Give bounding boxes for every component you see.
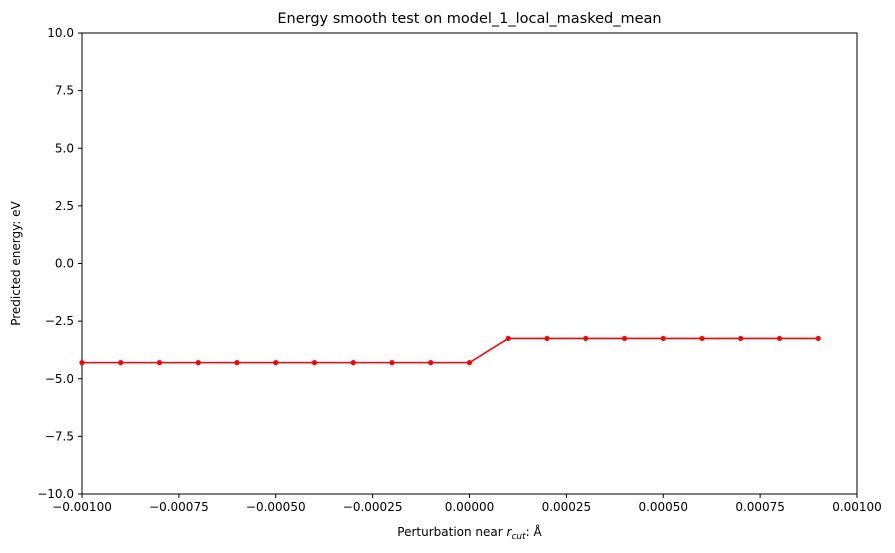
- data-point: [389, 360, 395, 366]
- data-point: [273, 360, 279, 366]
- y-axis: −10.0 −7.5 −5.0 −2.5 0.0 2.5 5.0 7.5 10.0: [37, 26, 82, 501]
- x-tick-label: 0.00075: [735, 500, 785, 514]
- series-line: [82, 337, 819, 364]
- data-point: [699, 335, 705, 342]
- x-axis-label: Perturbation near rcut: Å: [397, 524, 542, 542]
- data-point: [234, 360, 240, 366]
- x-tick-label: −0.00025: [343, 500, 403, 514]
- x-tick-label: −0.00050: [246, 500, 306, 514]
- data-point: [428, 360, 434, 366]
- y-tick-label: −2.5: [45, 314, 74, 328]
- data-point: [544, 335, 550, 342]
- data-point: [505, 335, 511, 342]
- x-axis-label-sub: cut: [511, 532, 526, 542]
- data-point: [156, 360, 163, 366]
- data-point: [738, 335, 744, 342]
- x-tick-label: −0.00100: [52, 500, 112, 514]
- x-tick-label: 0.00100: [832, 500, 882, 514]
- plot-frame: [81, 32, 858, 495]
- chart-title: Energy smooth test on model_1_local_mask…: [277, 11, 661, 27]
- y-tick-label: 10.0: [47, 26, 74, 40]
- series-layer: [79, 335, 821, 366]
- x-axis-label-var: r: [507, 525, 513, 539]
- x-tick-label: 0.00025: [542, 500, 592, 514]
- data-point: [118, 360, 124, 366]
- data-point: [311, 360, 318, 366]
- data-point: [466, 360, 473, 366]
- x-axis: −0.00100 −0.00075 −0.00050 −0.00025 0.00000 0…: [52, 494, 882, 514]
- y-tick-label: 5.0: [55, 141, 74, 155]
- data-point: [815, 335, 821, 342]
- x-tick-label: 0.00000: [445, 500, 495, 514]
- x-tick-label: 0.00050: [638, 500, 688, 514]
- y-axis-label: Predicted energy: eV: [9, 200, 23, 325]
- data-point: [776, 335, 783, 342]
- x-tick-label: −0.00075: [149, 500, 209, 514]
- y-tick-label: 2.5: [55, 199, 74, 213]
- y-tick-label: 7.5: [55, 84, 74, 98]
- y-tick-label: −10.0: [37, 487, 74, 501]
- plot-area: [81, 32, 858, 495]
- y-tick-label: 0.0: [55, 257, 74, 271]
- data-point: [660, 335, 666, 342]
- data-point: [621, 335, 628, 342]
- y-tick-label: −5.0: [45, 372, 74, 386]
- data-point: [583, 335, 589, 342]
- y-tick-label: −7.5: [45, 429, 74, 443]
- data-point: [79, 360, 85, 366]
- data-point: [195, 360, 201, 366]
- data-point: [350, 360, 356, 366]
